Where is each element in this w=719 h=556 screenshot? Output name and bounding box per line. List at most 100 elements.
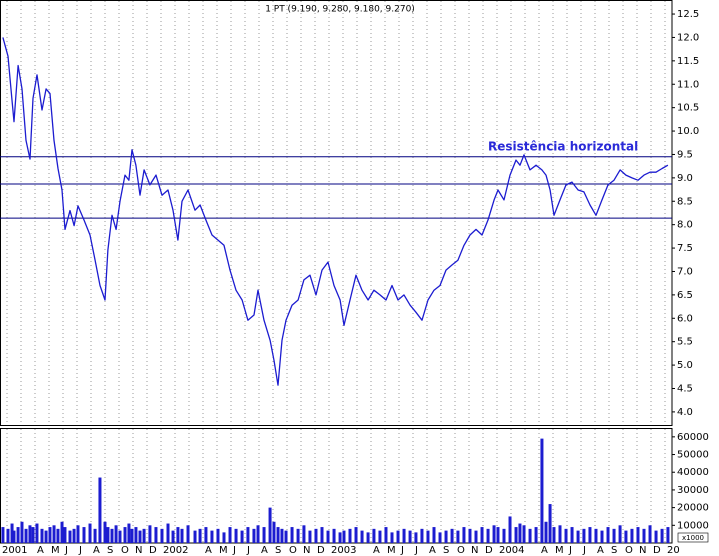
volume-bar	[204, 527, 208, 543]
volume-bar	[612, 528, 616, 543]
volume-bar	[44, 530, 48, 543]
volume-bar	[588, 527, 592, 543]
volume-bar	[338, 532, 342, 543]
x-tick-label: S	[275, 545, 281, 556]
x-tick-label: M	[51, 545, 60, 556]
volume-bar	[540, 438, 544, 543]
volume-bar	[384, 527, 388, 543]
y-tick-label: 8.0	[677, 220, 693, 231]
y-tick-label: 60000	[677, 432, 709, 443]
x-tick-label: N	[639, 545, 646, 556]
volume-bar	[290, 527, 294, 543]
y-tick-label: 5.0	[677, 360, 693, 371]
y-tick-label: 4.5	[677, 383, 693, 394]
x-tick-label: J	[78, 545, 82, 556]
volume-bar	[582, 528, 586, 543]
volume-bar	[106, 527, 110, 543]
volume-bar	[134, 527, 138, 543]
x-tick-label: 20	[667, 545, 680, 556]
volume-bar	[166, 523, 170, 543]
volume-bar	[444, 530, 448, 543]
volume-bar	[426, 530, 430, 543]
volume-bar	[630, 528, 634, 543]
volume-bar	[268, 507, 272, 543]
x-tick-label: J	[582, 545, 586, 556]
volume-bar	[502, 528, 506, 543]
volume-bar	[210, 530, 214, 543]
volume-bar	[660, 528, 664, 543]
volume-bar	[514, 527, 518, 543]
price-line	[2, 37, 669, 386]
volume-bar	[276, 527, 280, 543]
y-tick-label: 11.5	[677, 56, 699, 67]
x-tick-label: A	[597, 545, 604, 556]
x-tick-label: J	[64, 545, 68, 556]
y-tick-label: 9.0	[677, 173, 693, 184]
x-tick-label: J	[400, 545, 404, 556]
axis-note-box	[677, 532, 709, 543]
volume-bar	[130, 528, 134, 543]
volume-bar	[474, 530, 478, 543]
volume-bar	[118, 530, 122, 543]
volume-bar	[308, 530, 312, 543]
volume-bar	[600, 530, 604, 543]
volume-bar	[624, 530, 628, 543]
volume-bar	[284, 530, 288, 543]
y-tick-label: 12.5	[677, 9, 699, 20]
volume-bar	[534, 527, 538, 543]
volume-bar	[35, 523, 39, 543]
volume-bar	[228, 527, 232, 543]
x-tick-label: N	[303, 545, 310, 556]
volume-bar	[492, 525, 496, 543]
volume-bar	[176, 527, 180, 543]
x-tick-label: S	[107, 545, 113, 556]
x-tick-label: M	[219, 545, 228, 556]
volume-bar	[68, 530, 72, 543]
x-tick-label: A	[261, 545, 268, 556]
volume-bar	[666, 527, 670, 543]
volume-bar	[396, 530, 400, 543]
x-tick-label: D	[317, 545, 325, 556]
x-tick-label: 2004	[499, 545, 524, 556]
volume-bar	[186, 525, 190, 543]
volume-bar	[372, 528, 376, 543]
volume-bar	[414, 532, 418, 543]
x-tick-label: A	[541, 545, 548, 556]
volume-bar	[180, 528, 184, 543]
y-tick-label: 20000	[677, 503, 709, 514]
x-tick-label: O	[625, 545, 633, 556]
volume-bar	[408, 530, 412, 543]
volume-bar	[256, 525, 260, 543]
volume-bar	[12, 530, 16, 543]
volume-bar	[93, 528, 97, 543]
volume-bar	[56, 528, 60, 543]
y-tick-label: 10.5	[677, 103, 699, 114]
volume-bar	[24, 528, 28, 543]
volume-bar	[354, 527, 358, 543]
volume-bar	[72, 528, 76, 543]
volume-bar	[314, 528, 318, 543]
x-tick-label: S	[611, 545, 617, 556]
x-tick-label: J	[568, 545, 572, 556]
volume-bar	[240, 530, 244, 543]
volume-bar	[594, 528, 598, 543]
volume-bar	[378, 530, 382, 543]
volume-bar	[160, 528, 164, 543]
volume-bar	[402, 528, 406, 543]
x-tick-label: A	[205, 545, 212, 556]
volume-bar	[138, 530, 142, 543]
x-tick-label: J	[246, 545, 250, 556]
volume-bar	[31, 527, 35, 543]
annotation: Resistência horizontal	[488, 139, 638, 153]
x-tick-label: A	[37, 545, 44, 556]
volume-bar	[654, 530, 658, 543]
volume-bar	[98, 477, 102, 543]
volume-bar	[63, 527, 67, 543]
volume-bar	[320, 527, 324, 543]
volume-bar	[462, 527, 466, 543]
volume-bar	[360, 530, 364, 543]
y-tick-label: 7.5	[677, 243, 693, 254]
y-tick-label: 40000	[677, 467, 709, 478]
volume-bar	[234, 528, 238, 543]
